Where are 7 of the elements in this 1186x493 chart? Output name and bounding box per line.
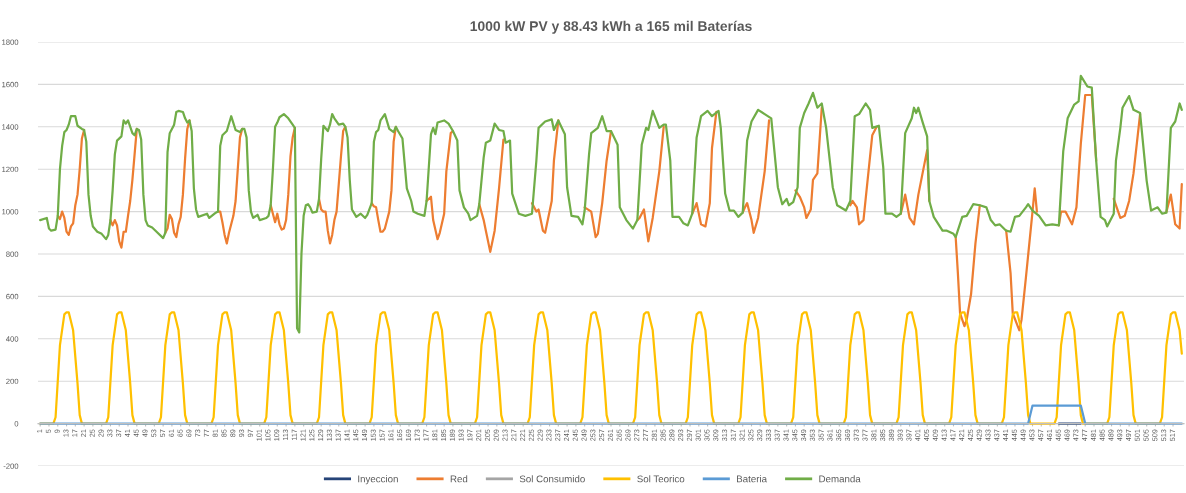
legend-label: Sol Consumido [519,475,585,483]
legend-label: Demanda [819,475,861,483]
chart-title: 1000 kW PV y 88.43 kWh a 165 mil Baterías [470,20,752,34]
legend-label: Bateria [737,475,768,483]
legend-label: Sol Teorico [637,475,685,483]
legend-label: Inyeccion [358,475,398,485]
legend-label: Red [450,475,468,483]
